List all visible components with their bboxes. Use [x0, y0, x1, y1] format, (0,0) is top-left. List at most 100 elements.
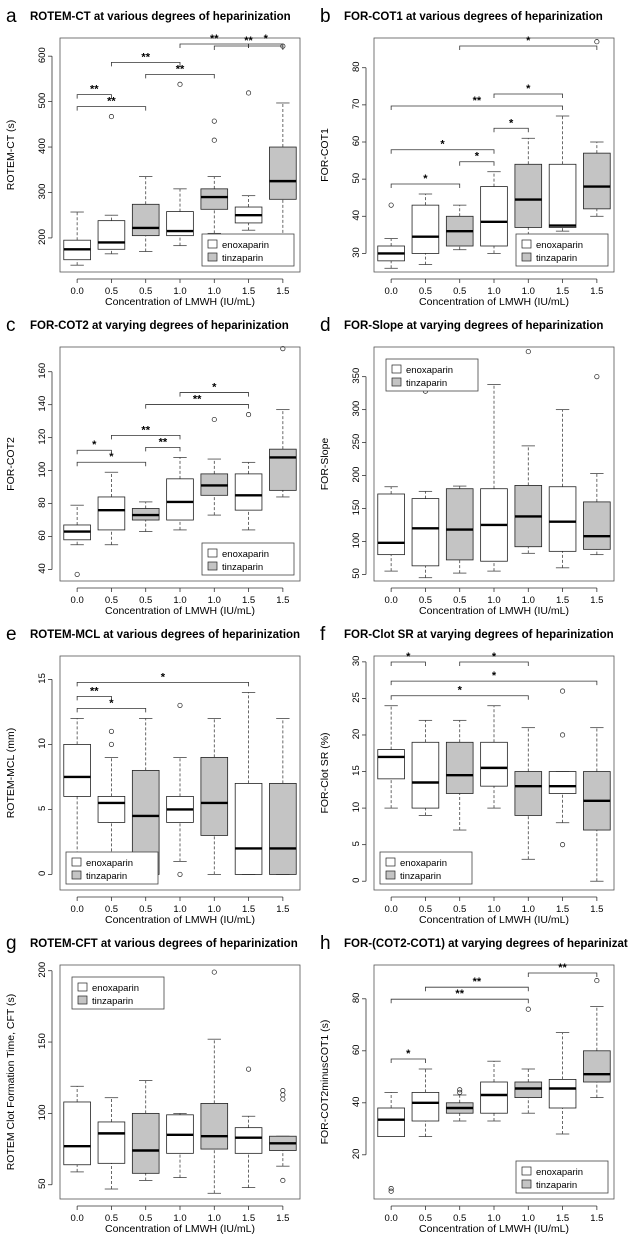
- y-tick-label: 50: [37, 1178, 48, 1189]
- legend-swatch-tinzaparin: [521, 1179, 532, 1189]
- x-tick-label: 1.5: [242, 904, 255, 915]
- outlier-point: [560, 688, 566, 694]
- x-tick-label: 0.5: [139, 1213, 152, 1224]
- significance-label: *: [109, 697, 114, 709]
- chart-c: c FOR-COT2 at varying degrees of heparini…: [5, 315, 301, 617]
- significance-label: **: [141, 424, 150, 436]
- legend-label-enoxaparin: enoxaparin: [406, 365, 453, 376]
- x-tick-label: 0.0: [71, 1213, 84, 1224]
- outlier-point: [388, 1186, 394, 1192]
- x-tick-label: 0.0: [385, 286, 398, 297]
- chart-title: FOR-(COT2-COT1) at varying degrees of he…: [344, 938, 628, 950]
- significance-label: *: [423, 173, 428, 185]
- significance-bracket: [390, 183, 461, 188]
- legend-swatch-tinzaparin: [207, 252, 218, 262]
- x-tick-label: 1.5: [276, 1213, 289, 1224]
- y-tick-label: 40: [351, 210, 362, 221]
- x-tick-label: 1.5: [242, 595, 255, 606]
- x-axis-label: Concentration of LMWH (IU/mL): [419, 914, 569, 926]
- x-tick-label: 1.0: [522, 595, 535, 606]
- y-tick-label: 300: [37, 184, 48, 200]
- box-6: [548, 1078, 577, 1109]
- x-tick-label: 1.0: [173, 1213, 186, 1224]
- legend-swatch-tinzaparin: [385, 870, 396, 880]
- significance-label: *: [212, 382, 217, 394]
- panel-c: c FOR-COT2 at varying degrees of heparini…: [0, 309, 314, 618]
- box-6: [234, 473, 263, 511]
- y-tick-label: 350: [351, 368, 362, 384]
- x-axis-label: Concentration of LMWH (IU/mL): [419, 296, 569, 308]
- significance-label: **: [159, 436, 168, 448]
- y-tick-label: 50: [351, 568, 362, 579]
- significance-bracket: [179, 392, 249, 397]
- legend-label-enoxaparin: enoxaparin: [536, 1167, 583, 1178]
- significance-bracket: [145, 73, 215, 79]
- chart-g: g ROTEM-CFT at various degrees of heparin…: [5, 933, 301, 1235]
- box-6: [548, 163, 577, 228]
- significance-bracket: [76, 461, 147, 467]
- significance-label: **: [176, 63, 185, 75]
- y-tick-label: 25: [351, 692, 362, 703]
- significance-bracket: [390, 149, 495, 154]
- box-2: [97, 220, 126, 250]
- x-tick-label: 0.5: [105, 286, 118, 297]
- outlier-point: [525, 349, 531, 355]
- significance-bracket: [390, 695, 529, 700]
- y-tick-label: 300: [351, 401, 362, 417]
- significance-label: **: [90, 84, 99, 96]
- y-axis-label: FOR-COT1: [319, 128, 331, 182]
- x-tick-label: 0.5: [105, 1213, 118, 1224]
- significance-bracket: [459, 161, 495, 166]
- significance-bracket: [390, 680, 598, 686]
- outlier-point: [594, 374, 600, 380]
- y-tick-label: 30: [351, 247, 362, 258]
- x-tick-label: 1.5: [276, 904, 289, 915]
- outlier-point: [280, 1096, 286, 1102]
- significance-label: *: [109, 451, 114, 463]
- y-tick-label: 200: [37, 962, 48, 978]
- legend-label-tinzaparin: tinzaparin: [222, 253, 263, 264]
- x-tick-label: 1.0: [208, 286, 221, 297]
- x-tick-label: 0.5: [419, 904, 432, 915]
- outlier-point: [594, 978, 600, 984]
- y-tick-label: 60: [351, 1045, 362, 1056]
- legend-label-enoxaparin: enoxaparin: [92, 983, 139, 994]
- chart-h: h FOR-(COT2-COT1) at varying degrees of h…: [319, 933, 628, 1235]
- x-axis-label: Concentration of LMWH (IU/mL): [419, 605, 569, 617]
- legend-label-tinzaparin: tinzaparin: [86, 871, 127, 882]
- outlier-point: [177, 871, 183, 877]
- box-7: [583, 501, 611, 550]
- panel-d: d FOR-Slope at varying degrees of heparin…: [314, 309, 628, 618]
- chart-title: FOR-COT2 at varying degrees of hepariniz…: [30, 320, 289, 332]
- significance-bracket: [390, 105, 563, 110]
- significance-label: **: [210, 33, 219, 45]
- x-tick-label: 0.0: [71, 595, 84, 606]
- box-7: [269, 448, 297, 491]
- y-tick-label: 200: [351, 467, 362, 483]
- x-tick-label: 1.5: [242, 286, 255, 297]
- y-tick-label: 0: [37, 871, 48, 876]
- significance-label: **: [141, 51, 150, 63]
- chart-d: d FOR-Slope at varying degrees of heparin…: [319, 315, 615, 617]
- x-tick-label: 1.5: [242, 1213, 255, 1224]
- plot-frame: [373, 964, 615, 1200]
- y-tick-label: 140: [37, 396, 48, 412]
- y-tick-label: 150: [351, 500, 362, 516]
- significance-label: *: [406, 651, 411, 663]
- y-tick-label: 150: [37, 1033, 48, 1049]
- significance-bracket: [76, 94, 112, 99]
- y-tick-label: 100: [37, 1104, 48, 1120]
- x-tick-label: 1.0: [208, 595, 221, 606]
- plot-frame: [59, 37, 301, 273]
- outlier-point: [280, 1092, 286, 1098]
- legend-swatch-enoxaparin: [385, 857, 396, 867]
- box-4: [166, 478, 194, 521]
- panel-b: b FOR-COT1 at various degrees of heparini…: [314, 0, 628, 309]
- x-tick-label: 1.5: [556, 595, 569, 606]
- outlier-point: [108, 114, 114, 120]
- chart-b: b FOR-COT1 at various degrees of heparini…: [319, 6, 615, 308]
- outlier-point: [246, 412, 252, 418]
- legend-label-enoxaparin: enoxaparin: [536, 240, 583, 251]
- significance-bracket: [493, 127, 529, 133]
- box-5: [200, 188, 229, 210]
